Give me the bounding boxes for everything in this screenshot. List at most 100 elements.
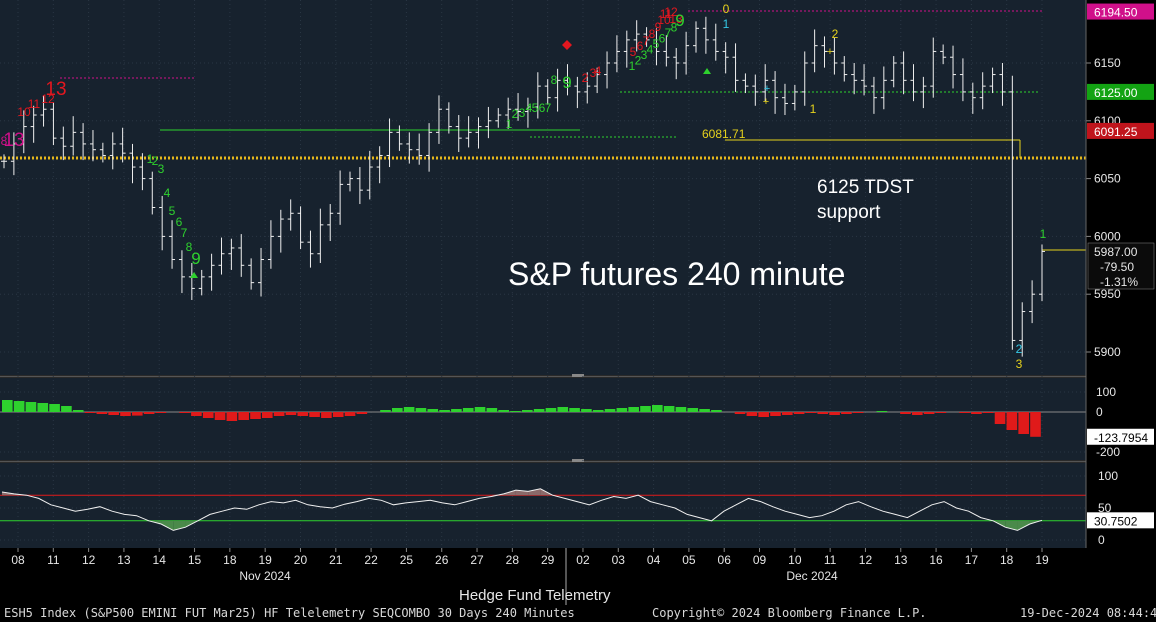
y-tick-label: 5950	[1094, 287, 1121, 301]
price-label-box	[1087, 122, 1154, 139]
ind1-bar	[829, 412, 840, 415]
sequential-count: 11	[660, 7, 673, 21]
sequential-count: 4	[647, 43, 654, 57]
sequential-count: 9	[191, 249, 200, 268]
sequential-count: 1	[1040, 227, 1047, 241]
ind1-bar	[202, 412, 214, 418]
ind1-bar	[510, 411, 521, 412]
divider-handle-2[interactable]	[572, 459, 584, 462]
sequential-count: 3	[590, 66, 597, 80]
footer-right: 19-Dec-2024 08:44:44	[1020, 606, 1156, 620]
ind1-last-box	[1087, 428, 1154, 445]
sequential-count: 8	[551, 73, 558, 87]
sequential-count: 4	[526, 101, 533, 115]
x-tick-label: 28	[506, 553, 520, 567]
ind1-bar	[332, 412, 344, 417]
sequential-count: 10	[17, 105, 31, 119]
ind1-bar	[143, 412, 155, 414]
buy-arrow-dec	[703, 68, 711, 74]
x-tick-label: 08	[11, 553, 25, 567]
x-tick-label: 12	[82, 553, 96, 567]
ind1-bar	[758, 412, 769, 417]
x-tick-label: 11	[47, 553, 60, 567]
x-tick-label: 19	[1035, 553, 1049, 567]
ind1-bar	[356, 412, 368, 414]
last-price-box: 5987.00 -79.50 -1.31%	[1087, 242, 1155, 290]
price-label: 6194.50	[1094, 6, 1138, 20]
sequential-count: 11	[28, 97, 41, 111]
x-tick-label: 18	[223, 553, 237, 567]
x-tick-label: 09	[753, 553, 767, 567]
ind1-bar	[273, 412, 285, 416]
price-label-box	[1087, 83, 1154, 100]
divider-handle-1[interactable]	[572, 374, 584, 377]
sequential-count: 4	[164, 186, 171, 200]
ind1-bar	[1006, 412, 1018, 430]
ind1-bar	[533, 409, 545, 412]
ind1-bar	[652, 405, 663, 412]
x-tick-label: 05	[682, 553, 696, 567]
sequential-count: 12	[41, 92, 55, 106]
ind2-overbought-fill	[528, 488, 541, 496]
ind1-bar	[179, 412, 190, 413]
x-tick-label: 19	[258, 553, 272, 567]
ind1-bar	[108, 412, 119, 415]
y-tick-label: 6050	[1094, 172, 1121, 186]
x-tick-label: 17	[965, 553, 979, 567]
ind1-bar	[498, 410, 509, 412]
ind1-bar	[250, 412, 261, 419]
ind1-bar	[226, 412, 238, 421]
sequential-count: 5	[653, 37, 660, 51]
ind1-bar	[214, 412, 226, 420]
ind2-last-label: 30.7502	[1094, 514, 1138, 528]
ind1-bar	[876, 411, 888, 412]
x-tick-label: 11	[824, 553, 837, 567]
x-tick-label: 15	[188, 553, 202, 567]
sequential-count: 9	[655, 20, 662, 34]
sequential-count: +	[764, 83, 770, 95]
ind1-bar	[616, 408, 628, 412]
sequential-count: 9	[675, 11, 684, 30]
x-tick-label: 22	[364, 553, 378, 567]
ind1-bar	[13, 401, 25, 412]
ind1-bar	[415, 408, 427, 412]
ind1-bar	[262, 412, 273, 418]
sell-arrow	[562, 40, 572, 50]
ind1-bar	[321, 412, 332, 418]
ind1-bar	[581, 409, 592, 412]
ind1-bar	[805, 412, 817, 413]
x-tick-label: 14	[153, 553, 167, 567]
buy-arrow	[190, 272, 198, 278]
ind2-y-tick: 50	[1098, 501, 1112, 515]
ind1-bar	[935, 412, 947, 413]
ind1-bar	[96, 412, 108, 414]
ind1-bar	[699, 409, 710, 412]
ind1-bar	[912, 412, 923, 415]
sequential-count: 8	[1, 134, 8, 148]
price-label-box	[1087, 3, 1154, 20]
ind1-bar	[734, 412, 746, 414]
sequential-count: 8	[671, 21, 678, 35]
sequential-count: 1	[506, 117, 513, 131]
sequential-count: 6	[637, 39, 644, 53]
ind1-bar	[392, 408, 403, 412]
ind1-bar	[84, 412, 96, 413]
ind1-bar	[817, 412, 829, 414]
ind1-bar	[592, 410, 604, 412]
sequential-count: 8	[649, 27, 656, 41]
ind1-bar	[474, 407, 486, 412]
ind1-bar	[380, 410, 391, 412]
x-tick-label: 10	[788, 553, 802, 567]
sequential-count: 10	[657, 13, 671, 27]
y-tick-label: 5900	[1094, 345, 1121, 359]
tdst-annotation-line2: support	[817, 202, 881, 223]
x-tick-label: 27	[470, 553, 484, 567]
sequential-count: +	[763, 96, 769, 108]
ind1-bar	[61, 406, 72, 412]
ind1-bar	[344, 412, 356, 416]
ind1-bar	[746, 412, 758, 416]
ind1-bar	[557, 407, 569, 412]
sequential-count: 1	[629, 59, 636, 73]
sequential-count: 2	[832, 27, 839, 41]
x-tick-label: 18	[1000, 553, 1014, 567]
